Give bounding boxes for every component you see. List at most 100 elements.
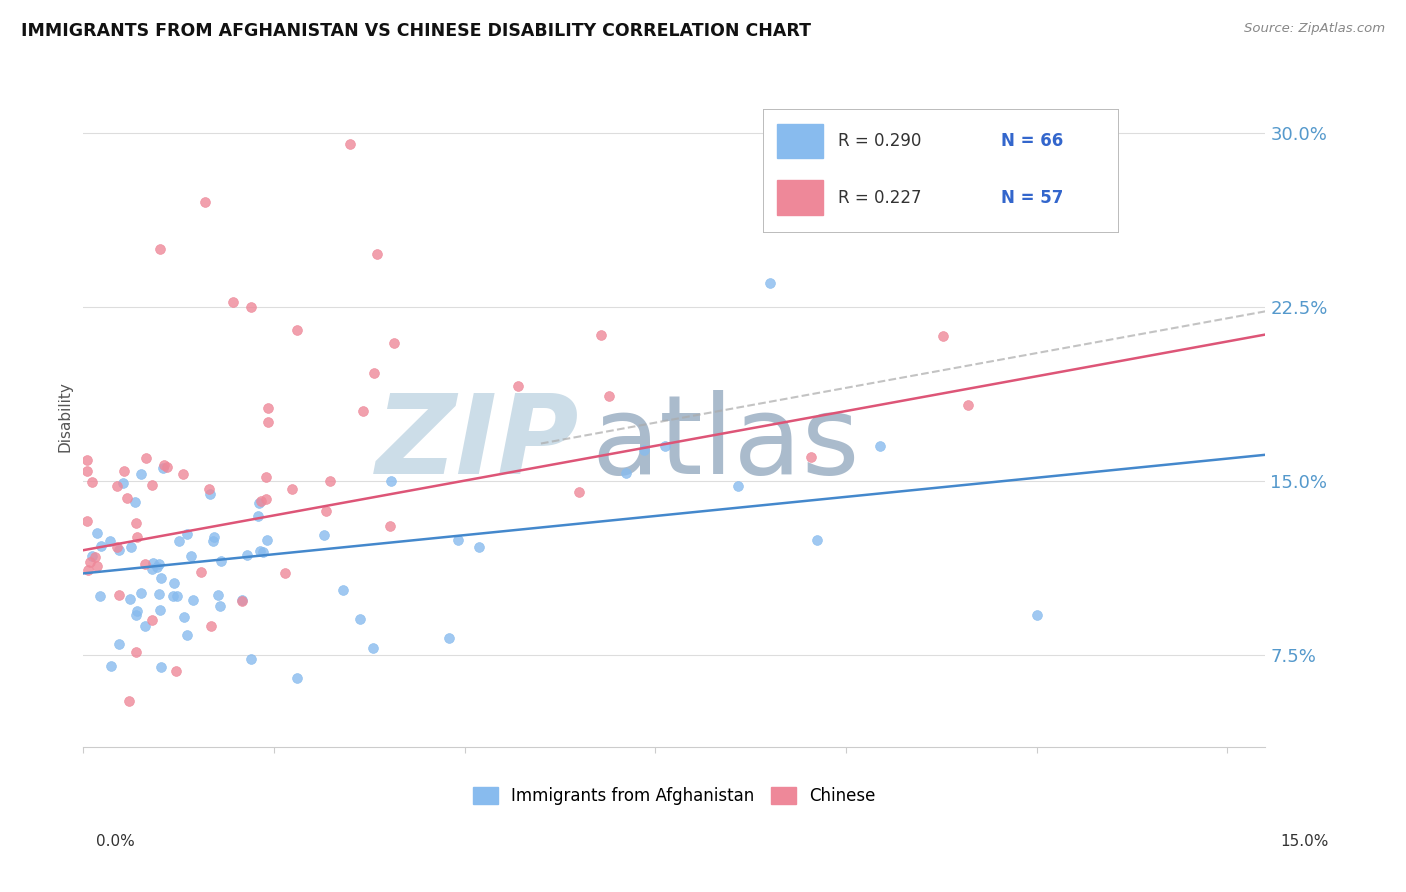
Point bbox=[363, 367, 385, 381]
Point bbox=[240, 652, 263, 666]
Point bbox=[180, 549, 202, 564]
Point bbox=[202, 530, 225, 544]
Point bbox=[366, 247, 388, 261]
Point bbox=[254, 469, 277, 483]
Point bbox=[120, 540, 142, 554]
Point bbox=[172, 467, 194, 481]
Point bbox=[135, 451, 157, 466]
Point bbox=[152, 461, 174, 475]
Point bbox=[285, 323, 308, 337]
Point bbox=[249, 544, 271, 558]
Point bbox=[125, 608, 148, 623]
Point bbox=[86, 526, 108, 541]
Point bbox=[84, 550, 107, 565]
Point bbox=[146, 560, 169, 574]
Point bbox=[349, 612, 371, 626]
Point bbox=[134, 558, 156, 572]
Point bbox=[107, 542, 129, 557]
Point bbox=[129, 586, 152, 600]
Point bbox=[468, 541, 491, 555]
Point bbox=[77, 563, 100, 577]
Point bbox=[148, 242, 170, 256]
Point bbox=[163, 576, 186, 591]
Point bbox=[76, 453, 98, 467]
Text: 15.0%: 15.0% bbox=[1281, 834, 1329, 849]
Point bbox=[111, 476, 134, 491]
Point bbox=[352, 403, 374, 417]
Y-axis label: Disability: Disability bbox=[58, 382, 72, 452]
Point bbox=[236, 548, 259, 562]
Point bbox=[800, 450, 823, 464]
Point bbox=[598, 389, 620, 403]
Point bbox=[105, 540, 128, 554]
Point bbox=[256, 401, 278, 415]
Point bbox=[207, 588, 229, 602]
Point bbox=[209, 554, 232, 568]
Point bbox=[312, 528, 335, 542]
Legend: Immigrants from Afghanistan, Chinese: Immigrants from Afghanistan, Chinese bbox=[467, 780, 883, 812]
Point bbox=[814, 199, 837, 213]
Point bbox=[568, 485, 591, 500]
Point bbox=[439, 632, 461, 646]
Point bbox=[142, 556, 165, 570]
Point bbox=[256, 533, 278, 547]
Point bbox=[100, 658, 122, 673]
Point bbox=[141, 613, 163, 627]
Point bbox=[247, 496, 270, 510]
Point bbox=[209, 599, 232, 613]
Point bbox=[150, 660, 173, 674]
Point bbox=[129, 467, 152, 482]
Point bbox=[957, 398, 980, 412]
Point bbox=[378, 519, 401, 533]
Point bbox=[162, 589, 184, 603]
Point bbox=[254, 491, 277, 506]
Point bbox=[361, 640, 384, 655]
Point bbox=[633, 442, 655, 457]
Text: 0.0%: 0.0% bbox=[96, 834, 135, 849]
Point bbox=[166, 590, 188, 604]
Point bbox=[447, 533, 470, 547]
Point bbox=[1025, 608, 1047, 623]
Point bbox=[134, 619, 156, 633]
Point bbox=[176, 527, 198, 541]
Text: Source: ZipAtlas.com: Source: ZipAtlas.com bbox=[1244, 22, 1385, 36]
Point bbox=[118, 694, 141, 708]
Point bbox=[79, 555, 101, 569]
Point bbox=[240, 300, 263, 314]
Point bbox=[250, 494, 273, 508]
Point bbox=[200, 619, 222, 633]
Point bbox=[589, 327, 612, 342]
Point bbox=[125, 604, 148, 618]
Point bbox=[231, 594, 253, 608]
Point bbox=[80, 549, 103, 563]
Point bbox=[181, 593, 204, 607]
Point bbox=[380, 475, 402, 489]
Point bbox=[727, 479, 749, 493]
Point bbox=[156, 459, 179, 474]
Point bbox=[124, 495, 146, 509]
Point bbox=[125, 516, 148, 530]
Point bbox=[758, 277, 780, 291]
Point bbox=[117, 491, 139, 505]
Point bbox=[654, 439, 676, 453]
Point bbox=[108, 588, 131, 602]
Point bbox=[274, 566, 297, 581]
Point bbox=[806, 533, 828, 548]
Point bbox=[339, 137, 361, 152]
Point bbox=[165, 664, 187, 678]
Point bbox=[869, 439, 891, 453]
Point bbox=[201, 533, 224, 548]
Point bbox=[118, 592, 141, 607]
Point bbox=[508, 378, 530, 392]
Point bbox=[149, 602, 172, 616]
Point bbox=[194, 195, 217, 210]
Point bbox=[98, 534, 121, 549]
Point bbox=[256, 415, 278, 429]
Point bbox=[108, 637, 131, 651]
Point bbox=[89, 589, 111, 603]
Point bbox=[127, 530, 149, 544]
Point bbox=[231, 592, 253, 607]
Text: IMMIGRANTS FROM AFGHANISTAN VS CHINESE DISABILITY CORRELATION CHART: IMMIGRANTS FROM AFGHANISTAN VS CHINESE D… bbox=[21, 22, 811, 40]
Point bbox=[148, 557, 170, 571]
Point bbox=[153, 458, 176, 473]
